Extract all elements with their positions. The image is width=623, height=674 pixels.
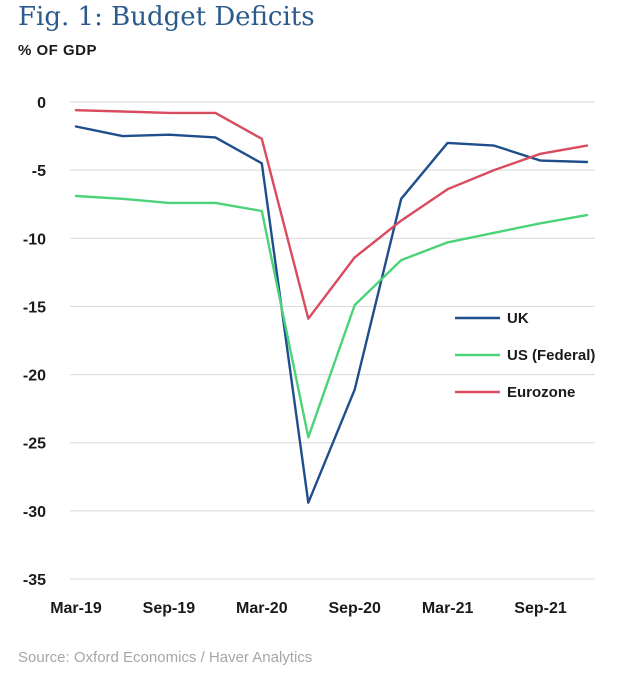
y-tick-label: -10: [23, 231, 46, 248]
gridlines: [70, 101, 595, 580]
x-axis-ticks: Mar-19 Sep-19 Mar-20 Sep-20 Mar-21 Sep-21: [50, 600, 567, 617]
y-axis-ticks: 0 -5 -10 -15 -20 -25 -30 -35: [23, 95, 46, 589]
series-line-eurozone: [74, 108, 589, 320]
y-tick-label: -5: [32, 163, 46, 180]
chart-title: Fig. 1: Budget Deficits: [18, 2, 315, 32]
series-line-us-federal: [74, 194, 589, 439]
x-tick-label: Mar-19: [50, 600, 102, 617]
x-tick-label: Sep-21: [514, 600, 567, 617]
series-line-uk: [74, 125, 589, 504]
legend: UK US (Federal) Eurozone: [455, 310, 595, 401]
y-tick-label: -30: [23, 504, 46, 521]
y-tick-label: 0: [37, 95, 46, 112]
y-tick-label: -15: [23, 299, 46, 316]
x-tick-label: Mar-20: [236, 600, 288, 617]
y-tick-label: -25: [23, 436, 46, 453]
legend-label: UK: [507, 310, 529, 327]
series-lines: [74, 108, 589, 504]
x-tick-label: Sep-20: [328, 600, 381, 617]
y-tick-label: -20: [23, 368, 46, 385]
legend-label: US (Federal): [507, 347, 595, 364]
y-axis-unit-label: % OF GDP: [18, 42, 98, 59]
x-tick-label: Mar-21: [422, 600, 474, 617]
legend-label: Eurozone: [507, 384, 575, 401]
y-tick-label: -35: [23, 572, 46, 589]
source-note: Source: Oxford Economics / Haver Analyti…: [18, 649, 313, 666]
x-tick-label: Sep-19: [143, 600, 196, 617]
